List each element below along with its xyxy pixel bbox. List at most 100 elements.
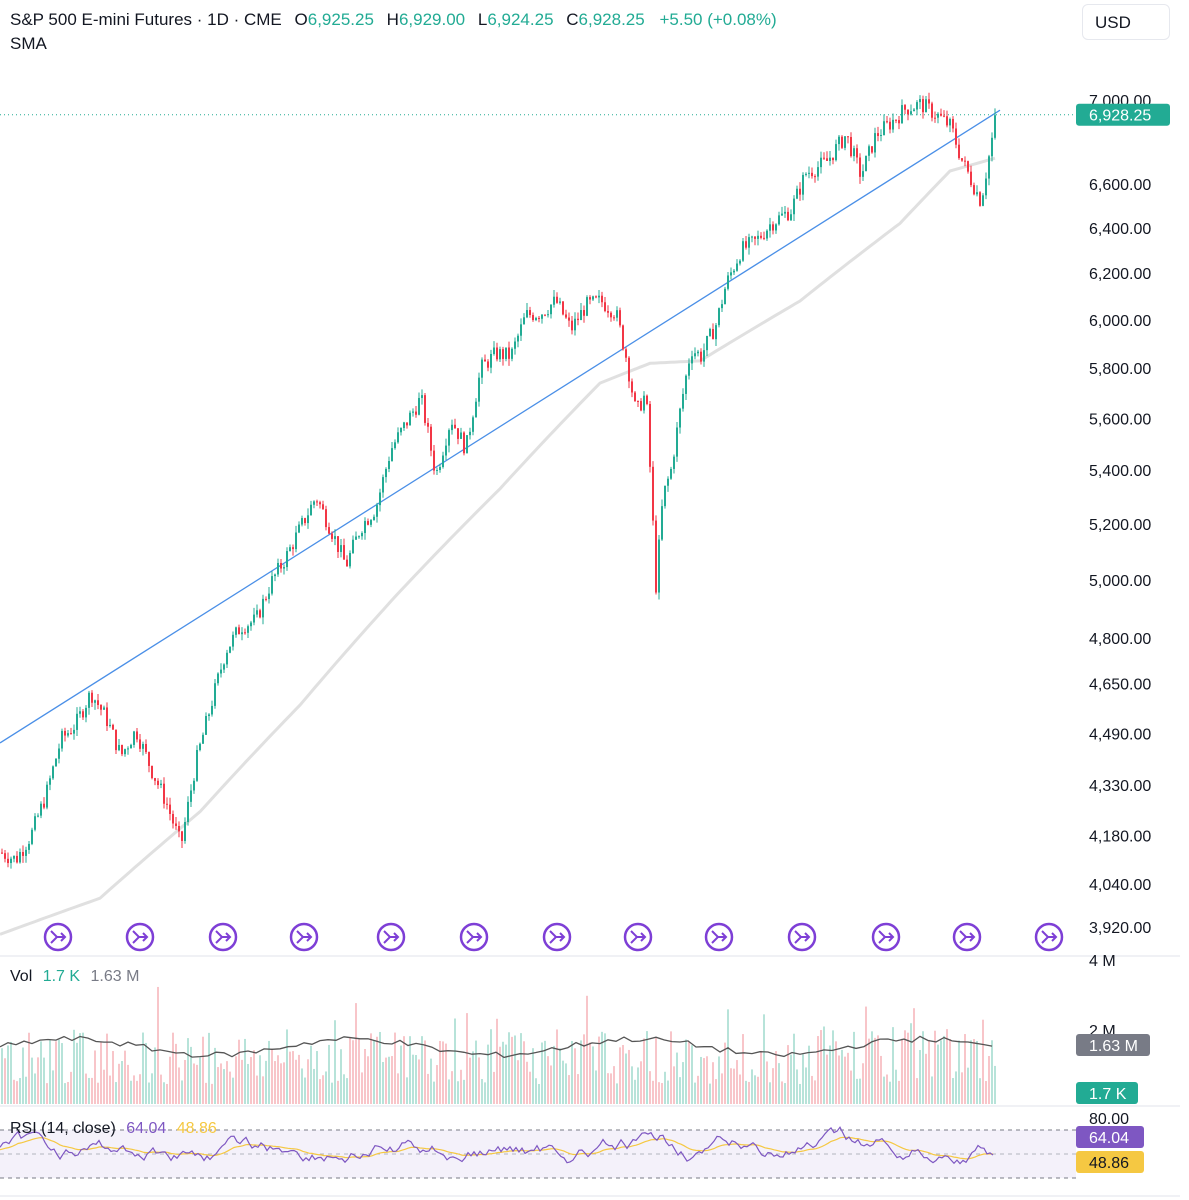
candle-body <box>979 192 981 206</box>
volume-ma-badge <box>1076 1034 1150 1056</box>
volume-bar <box>499 1046 501 1104</box>
volume-bar <box>244 1038 246 1104</box>
volume-bar <box>979 1078 981 1104</box>
candle-body <box>34 816 36 830</box>
candle-body <box>787 211 789 221</box>
event-marker-icon[interactable] <box>459 922 489 952</box>
volume-bar <box>223 1069 225 1104</box>
volume-bar <box>730 1068 732 1104</box>
volume-bar <box>394 1032 396 1104</box>
candle-body <box>964 160 966 162</box>
candle-body <box>190 790 192 802</box>
candle-body <box>829 157 831 161</box>
volume-bar <box>886 1074 888 1104</box>
volume-bar <box>898 1080 900 1104</box>
candle-body <box>823 157 825 159</box>
event-marker-icon[interactable] <box>208 922 238 952</box>
event-marker-icon[interactable] <box>787 922 817 952</box>
candle-body <box>424 395 426 423</box>
candle-body <box>604 302 606 312</box>
event-marker-icon[interactable] <box>125 922 155 952</box>
candle-body <box>175 823 177 826</box>
volume-bar <box>268 1040 270 1104</box>
last-price-label: 6,928.25 <box>1089 108 1151 125</box>
volume-bar <box>808 1045 810 1104</box>
volume-bar <box>943 1035 945 1104</box>
event-marker-icon[interactable] <box>871 922 901 952</box>
candle-body <box>88 692 90 708</box>
volume-bar <box>304 1077 306 1104</box>
volume-bar <box>316 1051 318 1104</box>
candle-body <box>892 119 894 130</box>
candle-body <box>361 533 363 537</box>
currency-button[interactable]: USD <box>1082 4 1170 40</box>
change-value: +5.50 (+0.08%) <box>659 10 777 29</box>
candle-body <box>70 733 72 735</box>
event-marker-icon[interactable] <box>952 922 982 952</box>
open-label: O <box>294 10 308 29</box>
event-marker-icon[interactable] <box>43 922 73 952</box>
volume-bar <box>940 1040 942 1104</box>
candle-body <box>826 158 828 161</box>
candle-body <box>184 822 186 841</box>
volume-bar <box>538 1083 540 1104</box>
volume-bar <box>511 1036 513 1104</box>
candle-body <box>802 174 804 195</box>
volume-bar <box>367 1056 369 1104</box>
volume-bar <box>208 1032 210 1104</box>
volume-bar <box>547 1056 549 1104</box>
volume-bar <box>262 1076 264 1104</box>
candle-body <box>694 353 696 357</box>
event-marker-icon[interactable] <box>704 922 734 952</box>
candle-body <box>766 230 768 239</box>
volume-bar <box>151 1073 153 1104</box>
event-marker-icon[interactable] <box>1034 922 1064 952</box>
event-marker-icon[interactable] <box>376 922 406 952</box>
candle-body <box>991 137 993 157</box>
volume-bar <box>76 1042 78 1104</box>
candle-body <box>634 392 636 401</box>
volume-bar <box>487 1044 489 1104</box>
volume-bar <box>601 1031 603 1104</box>
candle-body <box>622 325 624 350</box>
candle-body <box>640 401 642 411</box>
trendline <box>0 109 1001 744</box>
volume-bar <box>247 1063 249 1104</box>
volume-bar <box>832 1030 834 1104</box>
event-marker-icon[interactable] <box>289 922 319 952</box>
candle-body <box>886 121 888 123</box>
candle-body <box>535 317 537 321</box>
candle-body <box>463 432 465 454</box>
candle-body <box>109 724 111 727</box>
candle-body <box>937 113 939 118</box>
candle-body <box>64 730 66 736</box>
volume-bar <box>211 1083 213 1104</box>
volume-bar <box>91 1077 93 1104</box>
candle-body <box>592 296 594 300</box>
volume-bar <box>562 1060 564 1104</box>
candle-body <box>277 562 279 575</box>
candle-body <box>880 134 882 136</box>
candle-body <box>319 502 321 505</box>
event-marker-icon[interactable] <box>623 922 653 952</box>
candle-body <box>307 515 309 524</box>
candle-body <box>181 831 183 841</box>
candle-body <box>433 450 435 471</box>
candle-body <box>790 214 792 221</box>
candle-body <box>529 310 531 316</box>
event-marker-icon[interactable] <box>542 922 572 952</box>
volume-bar <box>4 1058 6 1104</box>
candle-body <box>784 211 786 214</box>
volume-bar <box>685 1039 687 1104</box>
price-tick-label: 6,200.00 <box>1089 266 1151 283</box>
candle-body <box>727 275 729 289</box>
volume-bar <box>496 1018 498 1104</box>
volume-bar <box>637 1067 639 1104</box>
volume-bar <box>625 1053 627 1104</box>
candle-body <box>724 288 726 305</box>
volume-bar <box>445 1043 447 1104</box>
candle-body <box>514 341 516 349</box>
volume-bar <box>598 1036 600 1104</box>
sma-indicator-label[interactable]: SMA <box>10 34 47 53</box>
